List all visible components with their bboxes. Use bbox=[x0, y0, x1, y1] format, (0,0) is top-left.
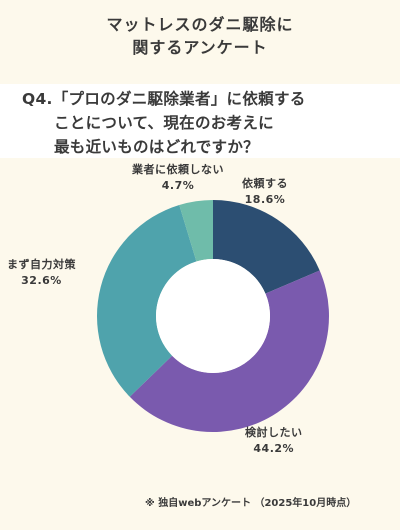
label-request: 依頼する 18.6% bbox=[242, 176, 288, 208]
footnote: ※ 独自webアンケート （2025年10月時点） bbox=[145, 498, 357, 509]
slice-request bbox=[213, 200, 320, 294]
label-consider-value: 44.2% bbox=[253, 442, 295, 455]
label-self-name: まず自力対策 bbox=[7, 258, 76, 271]
question-line-3: 最も近いものはどれですか？ bbox=[54, 138, 259, 156]
label-request-value: 18.6% bbox=[244, 193, 286, 206]
question-line-1: Q4.「プロのダニ駆除業者」に依頼する bbox=[22, 90, 306, 108]
slice-no-request bbox=[179, 200, 213, 262]
question-box: Q4.「プロのダニ駆除業者」に依頼する ことについて、現在のお考えに 最も近いも… bbox=[0, 84, 400, 158]
slice-self bbox=[97, 205, 197, 397]
title-line-1: マットレスのダニ駆除に bbox=[106, 15, 294, 34]
label-no-request-value: 4.7% bbox=[161, 179, 195, 192]
label-consider: 検討したい 44.2% bbox=[245, 425, 303, 457]
donut-hole bbox=[156, 259, 270, 373]
label-self: まず自力対策 32.6% bbox=[7, 257, 76, 289]
label-consider-name: 検討したい bbox=[245, 426, 303, 439]
question-line-2: ことについて、現在のお考えに bbox=[54, 114, 274, 132]
slice-consider bbox=[129, 270, 329, 432]
label-no-request-name: 業者に依頼しない bbox=[132, 163, 224, 176]
label-no-request: 業者に依頼しない 4.7% bbox=[132, 162, 224, 194]
label-request-name: 依頼する bbox=[242, 177, 288, 190]
label-self-value: 32.6% bbox=[21, 274, 62, 287]
chart-title: マットレスのダニ駆除に 関するアンケート bbox=[0, 0, 400, 72]
title-line-2: 関するアンケート bbox=[132, 38, 268, 57]
